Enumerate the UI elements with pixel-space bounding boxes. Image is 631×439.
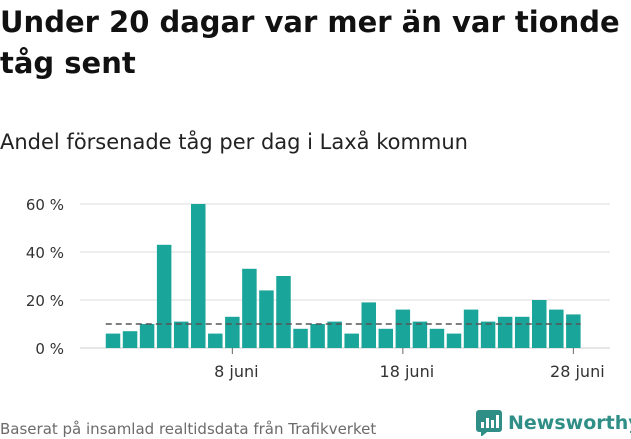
bar xyxy=(497,316,513,348)
chart-subtitle: Andel försenade tåg per dag i Laxå kommu… xyxy=(0,130,468,154)
bar xyxy=(549,309,564,348)
bar xyxy=(259,290,274,348)
bar xyxy=(139,324,155,348)
bar xyxy=(446,333,462,348)
bar xyxy=(105,333,121,348)
bar xyxy=(242,268,257,348)
bar xyxy=(429,328,445,348)
x-tick-label: 8 juni xyxy=(214,362,258,381)
y-tick-label: 40 % xyxy=(26,244,64,262)
bar-chart-speech-bubble-icon xyxy=(476,410,502,436)
newsworthy-logo[interactable]: Newsworthy xyxy=(476,408,631,438)
chart-title: Under 20 dagar var mer än var tionde tåg… xyxy=(0,5,620,80)
delayed-trains-bar-chart: 0 % 20 % 40 % 60 % 8 juni 18 juni 28 juni xyxy=(26,196,610,381)
x-tick-label: 28 juni xyxy=(550,362,605,381)
bar xyxy=(378,328,394,348)
bar xyxy=(344,333,359,348)
x-tick-label: 18 juni xyxy=(380,362,435,381)
bar xyxy=(514,316,530,348)
bar xyxy=(327,321,342,348)
bar xyxy=(156,244,172,348)
bar xyxy=(276,276,291,348)
bar xyxy=(361,302,376,348)
brand-name: Newsworthy xyxy=(508,412,631,434)
source-note: Baserat på insamlad realtidsdata från Tr… xyxy=(0,420,377,438)
bar xyxy=(566,314,581,348)
y-tick-label: 60 % xyxy=(26,196,64,214)
bar xyxy=(310,324,325,348)
y-tick-label: 20 % xyxy=(26,292,64,310)
bar xyxy=(122,331,138,348)
bar xyxy=(173,321,189,348)
bar xyxy=(293,328,308,348)
bar xyxy=(191,204,206,348)
bar xyxy=(225,316,240,348)
y-tick-label: 0 % xyxy=(35,340,64,358)
bar xyxy=(395,309,411,348)
bar xyxy=(412,321,428,348)
bar xyxy=(480,321,496,348)
bar xyxy=(463,309,479,348)
bar xyxy=(208,333,223,348)
